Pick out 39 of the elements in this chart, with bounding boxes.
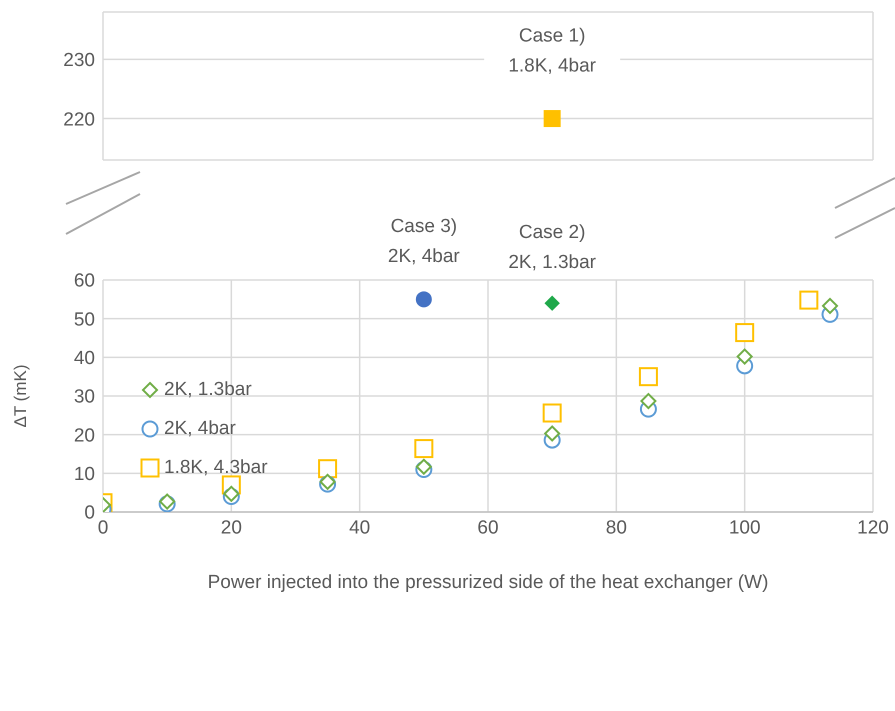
point — [320, 474, 336, 490]
x-tick-label: 40 — [349, 517, 370, 538]
point — [736, 348, 753, 365]
point — [414, 439, 434, 458]
point — [544, 296, 560, 311]
y-tick-label: 50 — [74, 309, 95, 330]
x-tick-label: 120 — [857, 517, 889, 538]
x-tick-label: 0 — [98, 517, 108, 538]
y-axis-title: ΔT (mK) — [11, 364, 30, 428]
x-tick-label: 80 — [606, 517, 627, 538]
text: Case 3) 2K, 4bar — [388, 216, 460, 268]
text: Case 2) 2K, 1.3bar — [508, 222, 597, 273]
point — [638, 367, 658, 386]
point — [735, 323, 754, 342]
y-tick-label: 10 — [74, 464, 95, 486]
point — [799, 290, 818, 310]
annotation: Case 1) 1.8K, 4bar — [508, 26, 597, 77]
point — [542, 404, 562, 423]
legend-label: 1.8K, 4.3bar — [164, 456, 268, 478]
point — [640, 393, 656, 410]
y-tick-label: 0 — [84, 502, 95, 524]
point — [544, 426, 560, 442]
x-tick-label: 20 — [220, 517, 242, 538]
y-tick-label: 60 — [74, 270, 95, 292]
point — [416, 291, 432, 308]
y-tick-label: 30 — [74, 386, 95, 408]
x-axis-title: Power injected into the pressurized side of the heat exchanger (W) — [208, 572, 768, 593]
x-tick-label: 100 — [728, 517, 761, 538]
y-tick-label: 40 — [74, 348, 95, 370]
point — [318, 459, 338, 478]
x-tick-label: 60 — [477, 517, 499, 538]
y-tick-label: 230 — [63, 50, 95, 72]
y-tick-label: 220 — [63, 109, 95, 130]
y-tick-label: 20 — [74, 425, 95, 446]
point — [223, 486, 240, 502]
point — [416, 458, 432, 475]
point — [822, 298, 838, 314]
legend-label: 2K, 1.3bar — [164, 378, 252, 400]
legend-label: 2K, 4bar — [164, 418, 236, 440]
